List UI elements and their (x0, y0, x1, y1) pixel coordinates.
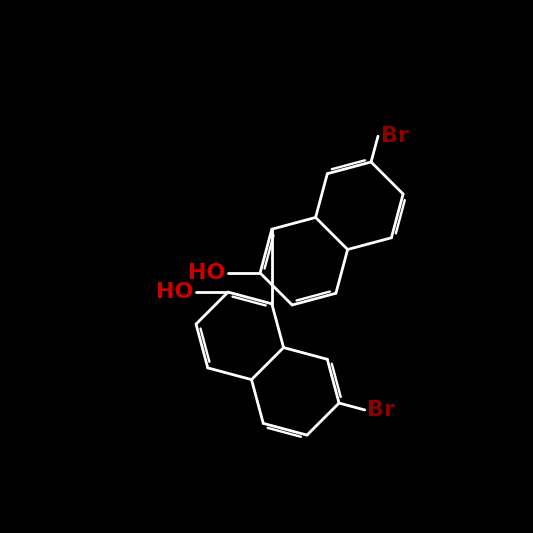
Text: Br: Br (367, 400, 395, 420)
Text: Br: Br (381, 126, 409, 146)
Text: HO: HO (188, 263, 225, 283)
Text: HO: HO (156, 282, 193, 302)
